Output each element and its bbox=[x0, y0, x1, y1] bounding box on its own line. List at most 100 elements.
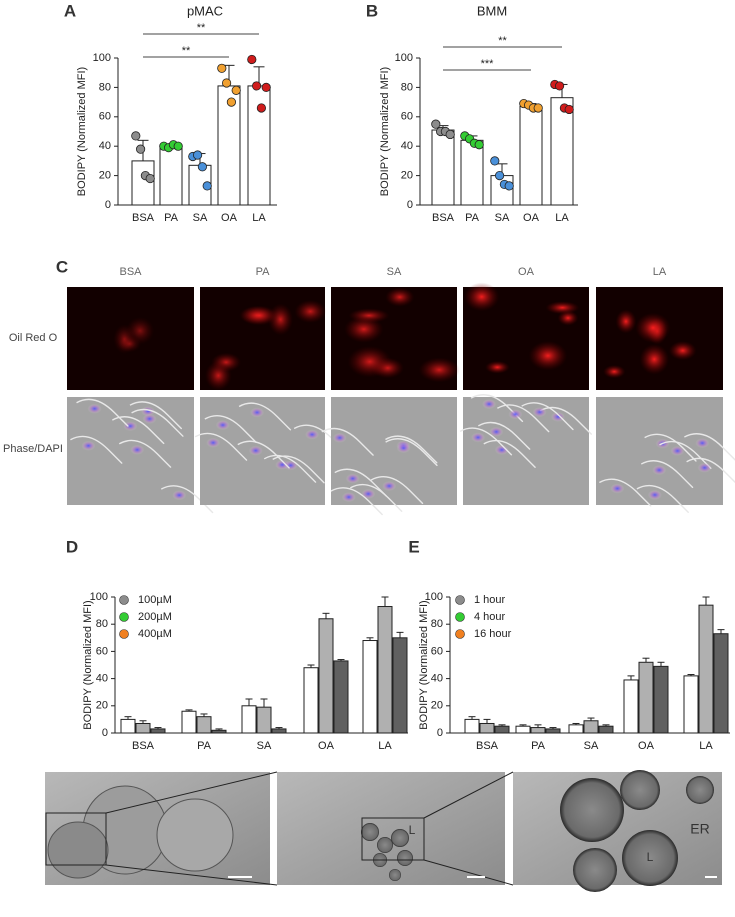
error-bar bbox=[572, 722, 580, 725]
lipid-droplet bbox=[620, 770, 660, 810]
data-point bbox=[256, 103, 266, 113]
bar bbox=[545, 728, 561, 734]
cell-outline bbox=[70, 435, 123, 464]
bar bbox=[392, 637, 408, 734]
cell-outline bbox=[131, 408, 184, 437]
stain-blob bbox=[385, 287, 415, 307]
cell-outline bbox=[640, 460, 694, 489]
nucleus bbox=[489, 426, 504, 437]
nucleus bbox=[508, 409, 523, 420]
data-point bbox=[554, 81, 565, 91]
lipid-droplet bbox=[361, 823, 379, 841]
nucleus bbox=[345, 473, 360, 484]
y-tick-label: 80 bbox=[96, 618, 108, 630]
legend-marker bbox=[455, 629, 465, 639]
y-tick-label: 0 bbox=[437, 727, 443, 739]
stain-blob bbox=[603, 364, 626, 379]
data-point bbox=[136, 144, 146, 154]
zoom-line bbox=[423, 771, 514, 819]
cell-outline bbox=[321, 427, 374, 456]
nucleus bbox=[697, 462, 712, 473]
column-label: PA bbox=[256, 266, 271, 278]
data-point bbox=[445, 129, 455, 140]
data-point bbox=[504, 181, 514, 191]
nucleus bbox=[610, 483, 625, 494]
cell-outline bbox=[539, 406, 592, 435]
nucleus bbox=[494, 444, 509, 455]
cell-outline bbox=[129, 401, 182, 430]
y-axis-label: BODIPY (Normalized MFI) bbox=[418, 600, 430, 729]
lipid-droplet bbox=[389, 869, 401, 881]
row-label: Phase/DAPI bbox=[3, 443, 63, 455]
bar bbox=[120, 718, 136, 734]
nucleus bbox=[215, 420, 230, 431]
y-axis-label: BODIPY (Normalized MFI) bbox=[379, 67, 391, 196]
zoom-line bbox=[105, 771, 278, 814]
nucleus bbox=[248, 445, 263, 456]
column-label: BSA bbox=[119, 266, 142, 278]
x-tick-label: OA bbox=[638, 740, 655, 752]
cell-outline bbox=[334, 468, 387, 497]
nucleus bbox=[382, 480, 397, 491]
stain-blob bbox=[668, 341, 697, 361]
bar bbox=[598, 725, 614, 734]
bar bbox=[530, 727, 546, 734]
bar bbox=[623, 679, 639, 734]
zoom-box bbox=[361, 817, 425, 861]
phase-dapi-image bbox=[463, 397, 589, 505]
zoom-box bbox=[45, 812, 107, 866]
cell bbox=[47, 821, 109, 879]
data-point bbox=[564, 104, 574, 115]
error-bar bbox=[260, 698, 268, 708]
nucleus bbox=[250, 407, 265, 418]
bar bbox=[515, 725, 531, 734]
stain-blob bbox=[240, 305, 278, 326]
bar bbox=[362, 640, 378, 734]
y-tick-label: 60 bbox=[431, 645, 443, 657]
cell-outline bbox=[684, 433, 735, 461]
x-tick-label: OA bbox=[318, 740, 335, 752]
error-bar bbox=[627, 675, 635, 680]
stain-blob bbox=[557, 310, 579, 326]
error-bar bbox=[245, 698, 253, 706]
panel-letter: E bbox=[408, 537, 419, 556]
error-bar bbox=[337, 659, 345, 661]
x-tick-label: SA bbox=[584, 740, 599, 752]
x-tick-label: SA bbox=[257, 740, 272, 752]
y-tick-label: 80 bbox=[401, 81, 413, 93]
panel-letter: C bbox=[56, 257, 68, 276]
cell-outline bbox=[521, 402, 574, 431]
nucleus bbox=[532, 407, 547, 418]
y-tick-label: 20 bbox=[401, 170, 413, 182]
x-tick-label: SA bbox=[193, 212, 208, 224]
bar bbox=[196, 716, 212, 734]
error-bar bbox=[215, 728, 223, 731]
data-point bbox=[193, 150, 203, 160]
x-tick-label: LA bbox=[555, 212, 569, 224]
y-tick-label: 0 bbox=[407, 199, 413, 211]
data-point bbox=[247, 54, 257, 65]
data-point bbox=[145, 173, 155, 184]
column-label: SA bbox=[387, 266, 402, 278]
bar bbox=[698, 604, 714, 734]
nucleus bbox=[206, 437, 221, 448]
error-bar bbox=[602, 724, 610, 727]
chart-title: BMM bbox=[477, 3, 507, 18]
x-tick-label: PA bbox=[197, 740, 212, 752]
nucleus bbox=[142, 413, 157, 424]
error-bar bbox=[642, 657, 650, 663]
lipid-droplet bbox=[391, 829, 409, 847]
cell-outline bbox=[160, 485, 214, 514]
bar bbox=[460, 139, 484, 206]
lipid-droplet bbox=[377, 837, 393, 853]
stain-blob bbox=[464, 282, 500, 312]
nucleus bbox=[670, 445, 685, 456]
cell-outline bbox=[237, 440, 290, 469]
error-bar bbox=[468, 716, 476, 720]
bar bbox=[135, 722, 151, 734]
stain-blob bbox=[205, 360, 232, 391]
y-tick-label: 100 bbox=[93, 52, 111, 64]
cell-outline bbox=[349, 483, 403, 512]
error-bar bbox=[534, 724, 542, 728]
significance-label: ** bbox=[498, 35, 507, 47]
